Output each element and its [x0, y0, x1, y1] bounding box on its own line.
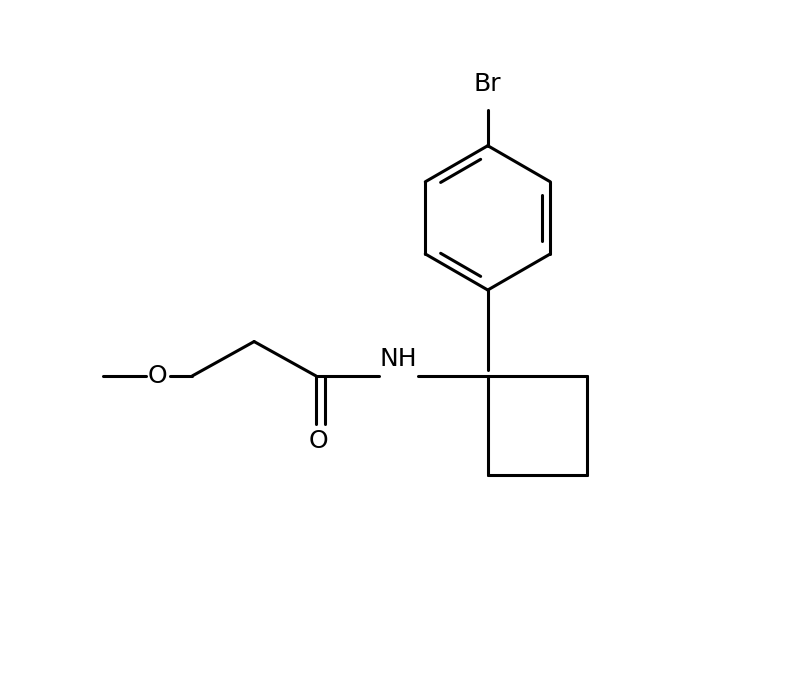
Text: Br: Br: [474, 72, 502, 96]
Text: NH: NH: [380, 347, 417, 371]
Text: O: O: [308, 429, 328, 453]
Text: O: O: [148, 364, 167, 388]
